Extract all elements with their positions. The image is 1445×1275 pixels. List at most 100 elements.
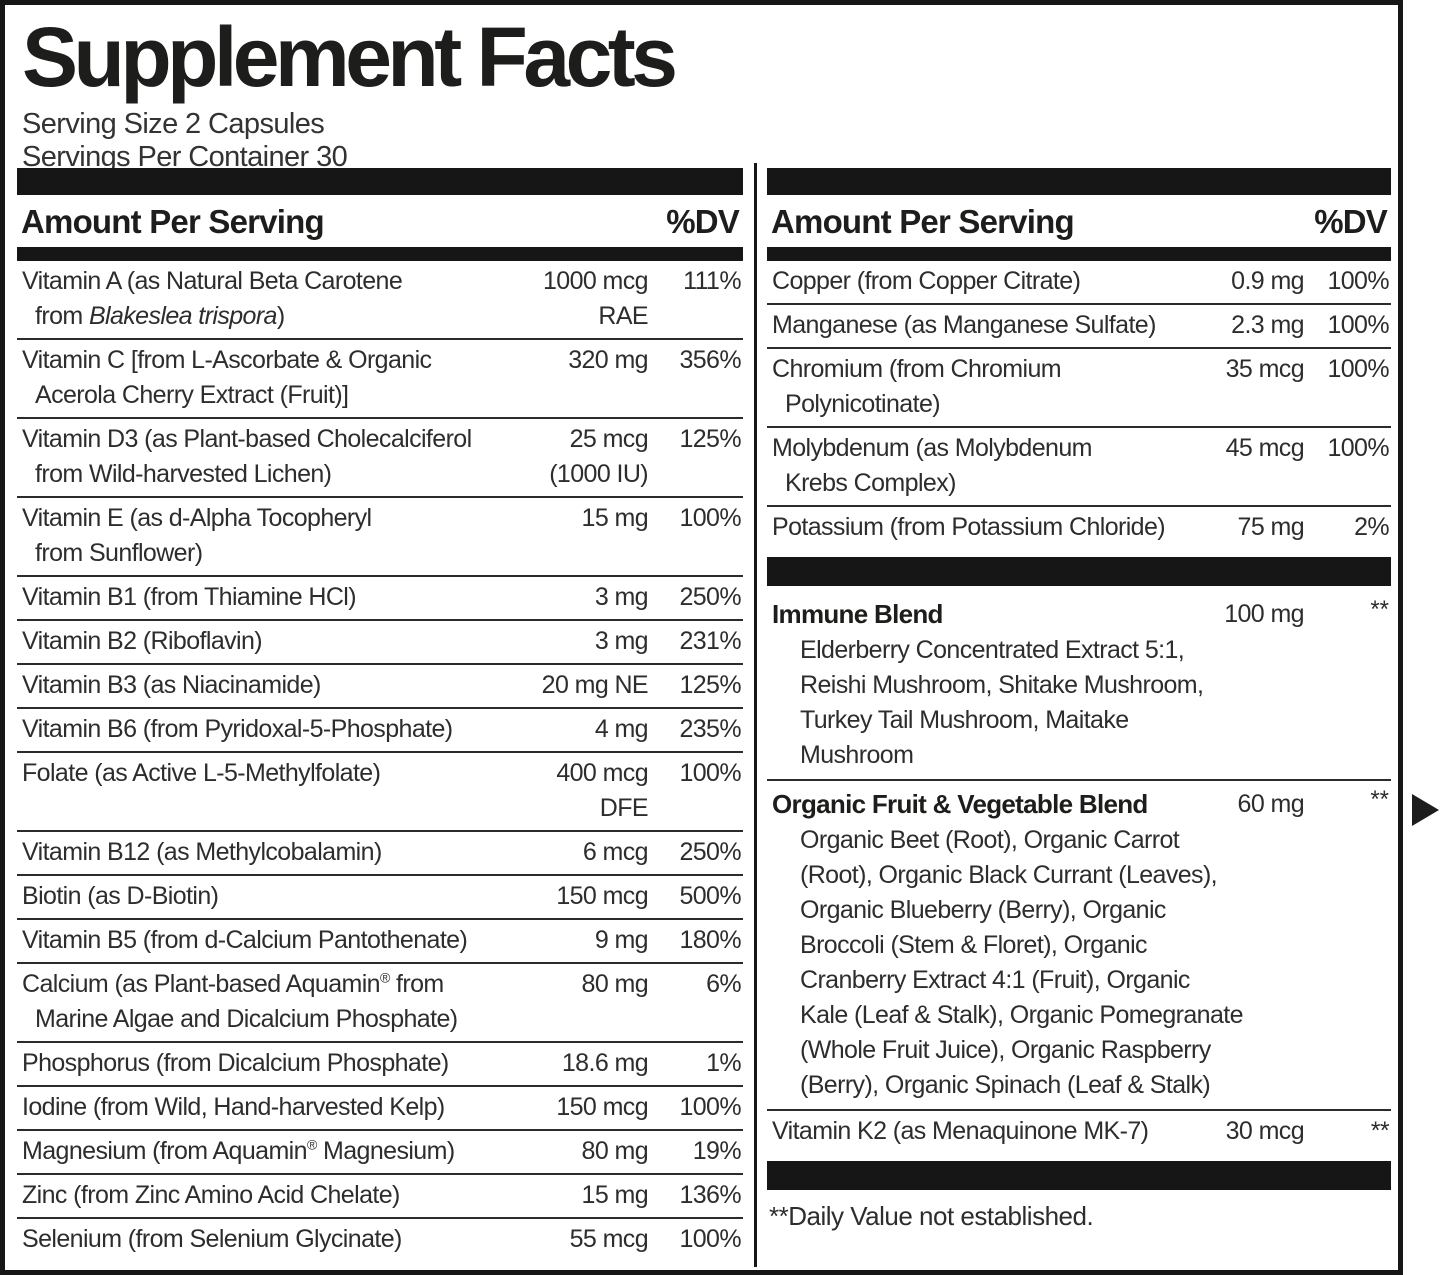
nutrient-row: Molybdenum (as Molybdenum Krebs Complex) 4… <box>767 426 1391 505</box>
daily-value-footnote: **Daily Value not established. <box>769 1201 1094 1231</box>
nutrient-amount: 9 mg <box>594 926 649 954</box>
nutrient-row: Vitamin B6 (from Pyridoxal-5-Phosphate) 4… <box>17 707 743 751</box>
nutrient-name: Vitamin B2 (Riboflavin) <box>22 627 263 655</box>
nutrient-amount: 30 mcg <box>1225 1117 1305 1145</box>
nutrient-name: Iodine (from Wild, Hand-harvested Kelp) <box>22 1093 445 1121</box>
section-divider-bar <box>767 557 1391 586</box>
blend-dv: ** <box>1370 596 1389 623</box>
nutrient-amount: 0.9 mg <box>1231 267 1304 295</box>
dv-label: %DV <box>666 203 740 240</box>
next-image-arrow-icon[interactable] <box>1412 794 1439 826</box>
column-header: Amount Per Serving %DV <box>17 195 743 247</box>
blend-amount: 60 mg <box>1237 790 1305 818</box>
nutrient-row: Copper (from Copper Citrate) 0.9 mg 100% <box>767 261 1391 303</box>
nutrient-row: Potassium (from Potassium Chloride) 75 mg… <box>767 505 1391 549</box>
nutrient-dv: 250% <box>679 583 741 611</box>
nutrient-row: Vitamin D3 (as Plant-based Cholecalcifer… <box>17 417 743 496</box>
nutrient-dv: 2% <box>1354 513 1390 541</box>
nutrient-name: Biotin (as D-Biotin) <box>22 882 219 910</box>
column-header: Amount Per Serving %DV <box>767 195 1391 247</box>
section-divider-bar <box>767 1161 1391 1190</box>
nutrient-amount: 1000 mcg RAE <box>543 267 649 330</box>
nutrient-name: Manganese (as Manganese Sulfate) <box>772 311 1156 339</box>
nutrient-amount: 400 mcg DFE <box>556 759 648 822</box>
nutrient-row: Vitamin B1 (from Thiamine HCl) 3 mg 250% <box>17 575 743 619</box>
nutrient-row: Calcium (as Plant-based Aquamin® from Mar… <box>17 962 743 1041</box>
page-title: Supplement Facts <box>22 10 678 104</box>
supplement-facts-label: Supplement Facts Serving Size 2 Capsules… <box>0 0 1403 1275</box>
nutrient-row: Phosphorus (from Dicalcium Phosphate) 18.… <box>17 1041 743 1085</box>
vitamin-k2-row-wrap: Vitamin K2 (as Menaquinone MK-7) 30 mcg ** <box>767 1109 1391 1153</box>
nutrient-name: Zinc (from Zinc Amino Acid Chelate) <box>22 1181 400 1209</box>
nutrient-dv: 125% <box>679 425 741 453</box>
nutrient-amount: 20 mg NE <box>541 671 649 699</box>
nutrient-name: Folate (as Active L-5-Methylfolate) <box>22 759 381 787</box>
nutrient-dv: 125% <box>679 671 741 699</box>
nutrient-row: Zinc (from Zinc Amino Acid Chelate) 15 mg… <box>17 1173 743 1217</box>
right-column: Amount Per Serving %DV Copper (from Copp… <box>767 168 1391 1233</box>
nutrient-row: Vitamin E (as d-Alpha Tocopheryl from Sun… <box>17 496 743 575</box>
nutrient-row: Vitamin A (as Natural Beta Carotene from … <box>17 261 743 338</box>
nutrient-row: Vitamin B5 (from d-Calcium Pantothenate)… <box>17 918 743 962</box>
right-nutrient-rows: Copper (from Copper Citrate) 0.9 mg 100% Ma… <box>767 261 1391 549</box>
nutrient-name: Vitamin B12 (as Methylcobalamin) <box>22 838 382 866</box>
nutrient-amount: 25 mcg (1000 IU) <box>549 425 648 488</box>
nutrient-dv: 100% <box>679 1093 741 1121</box>
nutrient-name: Potassium (from Potassium Chloride) <box>772 513 1166 541</box>
nutrient-dv: 1% <box>706 1049 742 1077</box>
blend-name: Immune Blend <box>772 599 943 629</box>
blend-dv: ** <box>1370 786 1389 813</box>
nutrient-amount: 6 mcg <box>582 838 649 866</box>
nutrient-dv: 100% <box>679 759 741 787</box>
section-divider-bar <box>767 247 1391 261</box>
blend-name: Organic Fruit & Vegetable Blend <box>772 789 1148 819</box>
nutrient-row: Vitamin B2 (Riboflavin) 3 mg 231% <box>17 619 743 663</box>
nutrient-name: Calcium (as Plant-based Aquamin® from Mar… <box>22 969 458 1033</box>
nutrient-amount: 150 mcg <box>556 1093 648 1121</box>
left-nutrient-rows: Vitamin A (as Natural Beta Carotene from … <box>17 261 743 1261</box>
nutrient-amount: 320 mg <box>568 346 648 374</box>
nutrient-row: Folate (as Active L-5-Methylfolate) 400 m… <box>17 751 743 830</box>
nutrient-name: Phosphorus (from Dicalcium Phosphate) <box>22 1049 449 1077</box>
dv-label: %DV <box>1314 203 1388 240</box>
nutrient-name: Selenium (from Selenium Glycinate) <box>22 1225 402 1253</box>
nutrient-dv: 100% <box>679 504 741 532</box>
nutrient-name: Vitamin C [from L-Ascorbate & Organic Ace… <box>22 346 432 409</box>
nutrient-dv: 100% <box>1327 311 1389 339</box>
nutrient-dv: 231% <box>679 627 741 655</box>
nutrient-dv: ** <box>1370 1117 1390 1145</box>
nutrient-amount: 75 mg <box>1237 513 1305 541</box>
nutrient-name: Chromium (from Chromium Polynicotinate) <box>772 355 1062 418</box>
nutrient-name: Vitamin K2 (as Menaquinone MK-7) <box>772 1117 1149 1145</box>
nutrient-dv: 111% <box>683 267 741 295</box>
nutrient-row: Vitamin B12 (as Methylcobalamin) 6 mcg 250… <box>17 830 743 874</box>
nutrient-amount: 4 mg <box>594 715 649 743</box>
amount-per-serving-label: Amount Per Serving <box>21 203 325 240</box>
blend-ingredients: Elderberry Concentrated Extract 5:1, Reis… <box>800 636 1204 769</box>
nutrient-dv: 180% <box>679 926 741 954</box>
nutrient-amount: 3 mg <box>594 627 649 655</box>
blend-row: Organic Fruit & Vegetable Blend 60 mg ** Or… <box>767 779 1391 1109</box>
nutrient-name: Vitamin E (as d-Alpha Tocopheryl from Sun… <box>22 504 372 567</box>
servings-per-container: Servings Per Container 30 <box>22 141 348 173</box>
nutrient-amount: 3 mg <box>594 583 649 611</box>
nutrient-dv: 356% <box>679 346 741 374</box>
blend-ingredients: Organic Beet (Root), Organic Carrot (Root… <box>800 826 1244 1099</box>
nutrient-dv: 100% <box>1327 267 1389 295</box>
left-column: Amount Per Serving %DV Vitamin A (as Nat… <box>17 168 743 1261</box>
nutrient-name: Vitamin B1 (from Thiamine HCl) <box>22 583 357 611</box>
nutrient-dv: 6% <box>706 970 742 998</box>
nutrient-amount: 55 mcg <box>569 1225 649 1253</box>
section-divider-bar <box>767 168 1391 195</box>
nutrient-amount: 15 mg <box>581 1181 649 1209</box>
nutrient-row: Vitamin B3 (as Niacinamide) 20 mg NE 125% <box>17 663 743 707</box>
amount-per-serving-label: Amount Per Serving <box>771 203 1075 240</box>
nutrient-name: Vitamin B5 (from d-Calcium Pantothenate) <box>22 926 468 954</box>
nutrient-amount: 18.6 mg <box>561 1049 649 1077</box>
nutrient-dv: 136% <box>679 1181 741 1209</box>
section-divider-bar <box>17 247 743 261</box>
nutrient-dv: 250% <box>679 838 741 866</box>
nutrient-amount: 150 mcg <box>556 882 648 910</box>
nutrient-dv: 100% <box>679 1225 741 1253</box>
